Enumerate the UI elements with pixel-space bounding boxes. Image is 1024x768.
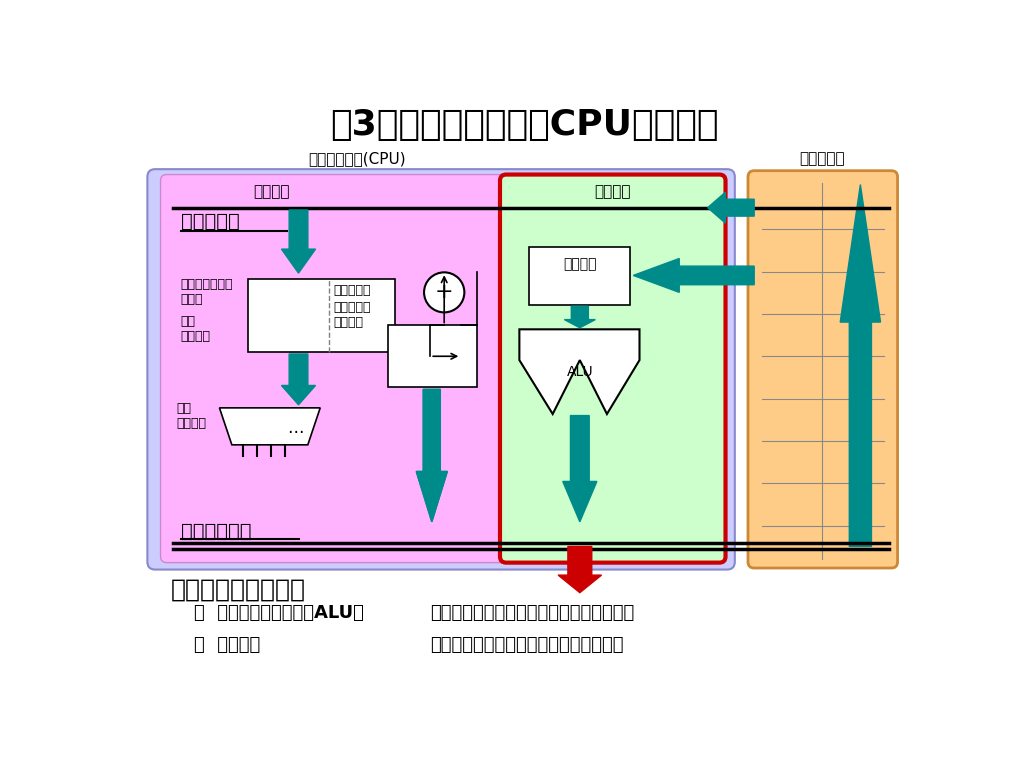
Polygon shape	[708, 192, 755, 223]
Polygon shape	[282, 210, 315, 273]
Polygon shape	[519, 329, 640, 414]
Text: 制御装置: 制御装置	[253, 184, 290, 200]
FancyBboxPatch shape	[161, 174, 521, 563]
Text: レジスタ: レジスタ	[563, 257, 597, 271]
Polygon shape	[417, 389, 447, 521]
Circle shape	[424, 273, 464, 313]
Text: 中央処理装置(CPU): 中央処理装置(CPU)	[308, 151, 406, 166]
Bar	[529, 247, 630, 305]
Text: （3）中央処理装置（CPU）の構成: （3）中央処理装置（CPU）の構成	[331, 108, 719, 142]
Polygon shape	[563, 415, 597, 521]
Text: アドレスバス: アドレスバス	[180, 521, 251, 541]
Text: ALU: ALU	[566, 365, 593, 379]
Text: 主記憶装置: 主記憶装置	[799, 151, 845, 166]
Text: オペランド: オペランド	[334, 284, 371, 297]
Text: +: +	[435, 283, 454, 303]
Bar	[388, 326, 477, 387]
Polygon shape	[564, 306, 595, 328]
Text: 演算などに必要なデータを一時格納する: 演算などに必要なデータを一時格納する	[430, 636, 624, 654]
Polygon shape	[558, 547, 601, 593]
Text: プログラム
カウンタ: プログラム カウンタ	[334, 302, 371, 329]
FancyBboxPatch shape	[147, 169, 735, 570]
Polygon shape	[417, 389, 447, 521]
Text: 命令
デコーダ: 命令 デコーダ	[177, 402, 207, 429]
Bar	[248, 280, 395, 353]
Text: 命令
レジスタ: 命令 レジスタ	[180, 316, 211, 343]
Text: －  算術論理演算装置（ALU）: － 算術論理演算装置（ALU）	[194, 604, 364, 622]
Text: －  レジスタ: － レジスタ	[194, 636, 260, 654]
Polygon shape	[282, 354, 315, 405]
Text: オペレーション
コード: オペレーション コード	[180, 278, 233, 306]
FancyBboxPatch shape	[500, 174, 726, 563]
Text: データバス: データバス	[180, 212, 240, 231]
Text: 四則演算・論理演算・比較演算などを行う: 四則演算・論理演算・比較演算などを行う	[430, 604, 635, 622]
Text: 演算装置各部の役割: 演算装置各部の役割	[171, 578, 305, 601]
Polygon shape	[219, 408, 321, 445]
Text: …: …	[287, 419, 303, 437]
FancyBboxPatch shape	[748, 170, 898, 568]
Text: 演算装置: 演算装置	[594, 184, 631, 200]
Polygon shape	[633, 259, 755, 293]
Polygon shape	[841, 184, 881, 547]
